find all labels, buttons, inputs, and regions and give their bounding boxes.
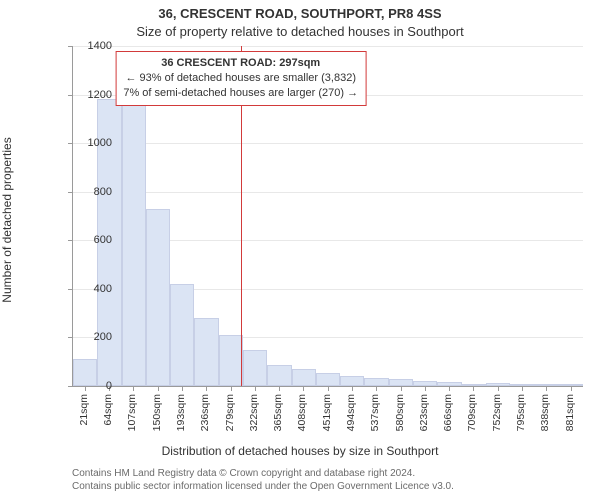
- callout-line: 7% of semi-detached houses are larger (2…: [123, 86, 358, 101]
- histogram-bar: [170, 284, 194, 386]
- callout: 36 CRESCENT ROAD: 297sqm← 93% of detache…: [115, 51, 366, 106]
- gridline: [73, 143, 583, 144]
- page-subtitle: Size of property relative to detached ho…: [0, 24, 600, 39]
- x-tick-label: 193sqm: [175, 394, 187, 431]
- x-tick-label: 236sqm: [199, 394, 211, 431]
- footer-line: Contains HM Land Registry data © Crown c…: [72, 468, 454, 481]
- page-title: 36, CRESCENT ROAD, SOUTHPORT, PR8 4SS: [0, 6, 600, 21]
- x-tick-mark: [571, 386, 572, 391]
- gridline: [73, 192, 583, 193]
- histogram-bar: [292, 369, 316, 386]
- x-tick-mark: [352, 386, 353, 391]
- callout-line: ← 93% of detached houses are smaller (3,…: [123, 71, 358, 86]
- x-tick-label: 709sqm: [466, 394, 478, 431]
- x-axis-label: Distribution of detached houses by size …: [0, 444, 600, 458]
- histogram-bar: [219, 335, 243, 386]
- x-tick-mark: [376, 386, 377, 391]
- x-tick-mark: [303, 386, 304, 391]
- y-tick-label: 1000: [72, 137, 112, 149]
- x-tick-label: 666sqm: [442, 394, 454, 431]
- histogram-bar: [243, 350, 267, 386]
- histogram-bar: [389, 379, 413, 386]
- histogram-bar: [194, 318, 218, 386]
- x-tick-label: 451sqm: [321, 394, 333, 431]
- x-tick-label: 752sqm: [491, 394, 503, 431]
- histogram-bar: [267, 365, 291, 386]
- x-tick-label: 623sqm: [418, 394, 430, 431]
- x-tick-mark: [255, 386, 256, 391]
- x-tick-mark: [522, 386, 523, 391]
- x-tick-label: 64sqm: [102, 394, 114, 426]
- chart-container: 36, CRESCENT ROAD, SOUTHPORT, PR8 4SS Si…: [0, 0, 600, 500]
- y-tick-label: 200: [72, 331, 112, 343]
- histogram-plot: 36 CRESCENT ROAD: 297sqm← 93% of detache…: [72, 46, 583, 387]
- x-tick-mark: [546, 386, 547, 391]
- x-tick-mark: [231, 386, 232, 391]
- x-tick-mark: [133, 386, 134, 391]
- x-tick-mark: [158, 386, 159, 391]
- x-tick-label: 795sqm: [515, 394, 527, 431]
- gridline: [73, 46, 583, 47]
- x-tick-mark: [279, 386, 280, 391]
- x-tick-mark: [328, 386, 329, 391]
- histogram-bar: [122, 104, 146, 386]
- y-tick-label: 800: [72, 186, 112, 198]
- x-tick-label: 21sqm: [78, 394, 90, 426]
- x-tick-mark: [425, 386, 426, 391]
- x-tick-label: 838sqm: [539, 394, 551, 431]
- x-tick-label: 279sqm: [224, 394, 236, 431]
- callout-line: 36 CRESCENT ROAD: 297sqm: [123, 56, 358, 71]
- x-tick-mark: [206, 386, 207, 391]
- x-tick-mark: [449, 386, 450, 391]
- y-tick-label: 1400: [72, 40, 112, 52]
- attribution-footer: Contains HM Land Registry data © Crown c…: [72, 468, 454, 493]
- footer-line: Contains public sector information licen…: [72, 481, 454, 494]
- histogram-bar: [316, 373, 340, 386]
- x-tick-label: 881sqm: [564, 394, 576, 431]
- x-tick-mark: [473, 386, 474, 391]
- x-tick-label: 408sqm: [296, 394, 308, 431]
- histogram-bar: [340, 376, 364, 386]
- x-tick-label: 107sqm: [126, 394, 138, 431]
- histogram-bar: [146, 209, 170, 386]
- x-tick-mark: [401, 386, 402, 391]
- y-tick-label: 600: [72, 234, 112, 246]
- x-tick-mark: [182, 386, 183, 391]
- histogram-bar: [364, 378, 388, 387]
- x-tick-label: 537sqm: [369, 394, 381, 431]
- x-tick-label: 322sqm: [248, 394, 260, 431]
- x-tick-mark: [498, 386, 499, 391]
- y-axis-label: Number of detached properties: [0, 55, 14, 220]
- y-tick-label: 1200: [72, 89, 112, 101]
- x-tick-label: 150sqm: [151, 394, 163, 431]
- x-tick-label: 494sqm: [345, 394, 357, 431]
- x-tick-label: 580sqm: [394, 394, 406, 431]
- y-tick-label: 0: [72, 380, 112, 392]
- y-tick-label: 400: [72, 283, 112, 295]
- x-tick-label: 365sqm: [272, 394, 284, 431]
